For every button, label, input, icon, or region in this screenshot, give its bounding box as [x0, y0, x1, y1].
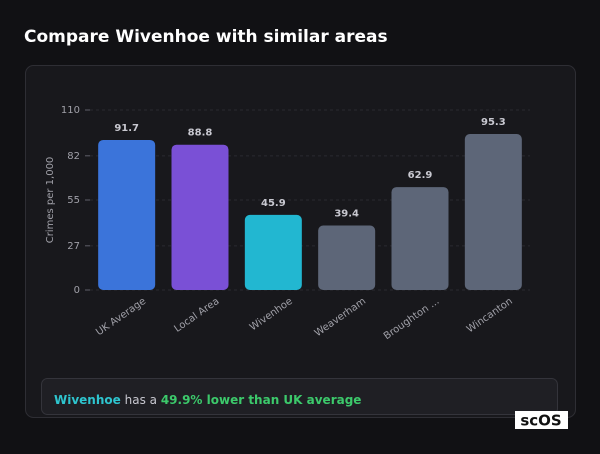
y-tick-label: 0 [74, 285, 80, 296]
value-label: 95.3 [481, 117, 506, 128]
value-label: 62.9 [408, 170, 433, 181]
summary-text: has a [125, 393, 157, 407]
bar [318, 225, 376, 290]
summary-box [41, 378, 558, 415]
value-label: 88.8 [188, 128, 213, 139]
logo-box [515, 411, 568, 429]
summary-place: Wivenhoe [54, 393, 121, 407]
summary: Wivenhoe has a 49.9% lower than UK avera… [54, 393, 361, 407]
logo: scOS [520, 412, 561, 430]
bar [98, 139, 156, 290]
y-axis-label: Crimes per 1,000 [45, 157, 56, 244]
summary-comparison: 49.9% lower than UK average [161, 393, 362, 407]
value-label: 91.7 [114, 123, 139, 134]
y-tick-label: 82 [67, 151, 80, 162]
bar [244, 214, 302, 290]
bar [391, 187, 449, 290]
value-label: 45.9 [261, 198, 286, 209]
bar [464, 134, 522, 290]
y-tick-label: 27 [67, 241, 80, 252]
y-tick-label: 110 [61, 105, 80, 116]
bar [171, 144, 229, 290]
value-label: 39.4 [334, 209, 359, 220]
y-tick-label: 55 [67, 195, 80, 206]
page-title: Compare Wivenhoe with similar areas [24, 27, 388, 47]
